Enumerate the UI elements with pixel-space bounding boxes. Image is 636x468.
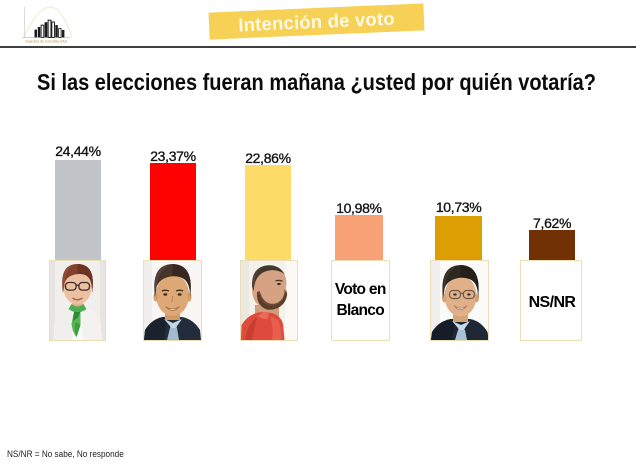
svg-text:Guarumo de Colombia SAS: Guarumo de Colombia SAS (25, 40, 68, 44)
